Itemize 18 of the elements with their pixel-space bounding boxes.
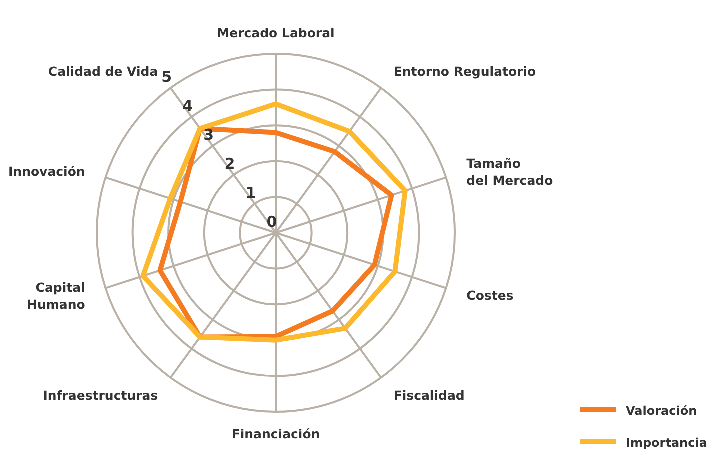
spoke-label: Financiación	[232, 426, 320, 442]
spoke-label: Entorno Regulatorio	[394, 64, 537, 79]
spoke-label: Fiscalidad	[394, 388, 465, 404]
spoke-label: Mercado Laboral	[217, 26, 335, 41]
spoke-label: Innovación	[8, 164, 86, 180]
y-tick-label: 5	[162, 68, 172, 86]
spoke-label: Costes	[466, 288, 514, 303]
spoke-label: Calidad de Vida	[48, 64, 158, 79]
y-tick-label: 0	[266, 213, 278, 231]
spoke-label: Tamaño del Mercado	[466, 156, 554, 188]
y-tick-label: 4	[182, 97, 194, 116]
legend-label: Importancia	[626, 436, 708, 450]
legend-label: Valoración	[626, 404, 698, 418]
spoke-label: Infraestructuras	[43, 388, 158, 404]
y-tick-label: 3	[204, 126, 214, 144]
y-tick-label: 2	[224, 155, 236, 174]
y-tick-label: 1	[246, 184, 256, 202]
spoke-label: Capital Humano	[27, 280, 86, 312]
